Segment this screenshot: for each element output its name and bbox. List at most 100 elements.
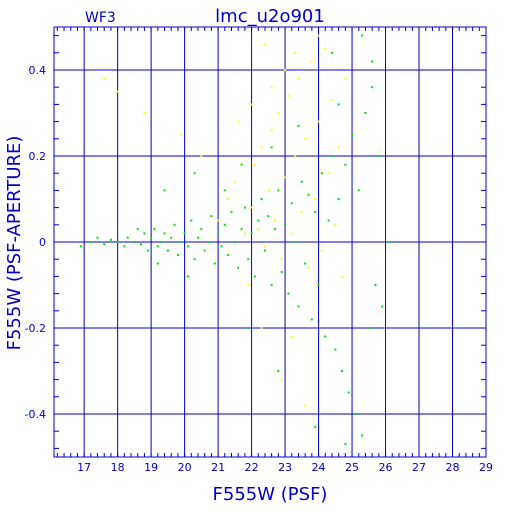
- scatter-point: [257, 228, 260, 231]
- x-tick-label: 25: [345, 461, 359, 474]
- scatter-point: [287, 292, 290, 295]
- scatter-point: [294, 51, 297, 54]
- scatter-point: [146, 249, 149, 252]
- scatter-point: [89, 241, 92, 243]
- scatter-point: [310, 318, 313, 321]
- scatter-point: [103, 243, 106, 246]
- scatter-point: [163, 189, 166, 192]
- scatter-point: [320, 249, 323, 252]
- scatter-point: [324, 335, 327, 338]
- scatter-point: [253, 163, 256, 166]
- scatter-point: [317, 120, 320, 123]
- scatter-point: [180, 133, 183, 136]
- scatter-point: [79, 245, 82, 248]
- scatter-point: [304, 137, 307, 140]
- scatter-point: [217, 219, 220, 222]
- scatter-point: [223, 189, 226, 192]
- scatter-point: [361, 434, 364, 437]
- scatter-point: [344, 163, 347, 166]
- x-tick-label: 29: [479, 461, 493, 474]
- scatter-point: [133, 241, 136, 243]
- scatter-point: [116, 90, 119, 93]
- scatter-point: [243, 206, 246, 209]
- y-tick-label: -0.2: [25, 322, 46, 335]
- scatter-point: [140, 243, 143, 246]
- x-tick-label: 23: [278, 461, 292, 474]
- x-tick-label: 26: [379, 461, 393, 474]
- scatter-point: [337, 146, 340, 149]
- scatter-point: [377, 155, 380, 157]
- scatter-point: [223, 223, 226, 226]
- scatter-point: [230, 210, 233, 213]
- x-tick-label: 24: [312, 461, 326, 474]
- x-tick-label: 21: [211, 461, 225, 474]
- scatter-point: [166, 249, 169, 252]
- scatter-point: [227, 253, 230, 256]
- scatter-point: [357, 189, 360, 192]
- scatter-point: [337, 198, 340, 200]
- scatter-point: [193, 258, 196, 261]
- scatter-point: [123, 245, 126, 248]
- scatter-point: [233, 241, 236, 243]
- scatter-point: [307, 266, 310, 269]
- scatter-point: [257, 219, 260, 222]
- scatter-point: [213, 262, 216, 265]
- scatter-point: [186, 245, 189, 248]
- scatter-point: [126, 236, 129, 239]
- scatter-point: [330, 51, 333, 54]
- scatter-point: [294, 155, 297, 157]
- scatter-point: [247, 284, 250, 286]
- scatter-point: [243, 232, 246, 235]
- scatter-point: [247, 258, 250, 261]
- scatter-point: [330, 155, 333, 157]
- scatter-point: [304, 262, 307, 265]
- scatter-point: [270, 284, 273, 286]
- scatter-point: [170, 236, 173, 239]
- scatter-point: [341, 370, 343, 372]
- scatter-point: [344, 77, 347, 80]
- scatter-point: [250, 232, 253, 235]
- scatter-point: [109, 238, 112, 241]
- scatter-point: [186, 275, 189, 278]
- scatter-point: [277, 370, 280, 372]
- scatter-point: [381, 305, 384, 308]
- scatter-point: [347, 391, 350, 394]
- scatter-point: [267, 215, 270, 218]
- scatter-point: [280, 271, 283, 274]
- scatter-point: [371, 86, 374, 89]
- scatter-point: [361, 34, 364, 37]
- scatter-point: [247, 327, 250, 329]
- scatter-point: [294, 241, 297, 243]
- y-tick-label: -0.4: [25, 408, 46, 421]
- x-axis-label: F555W (PSF): [213, 484, 328, 505]
- scatter-point: [250, 103, 253, 106]
- y-tick-label: 0.4: [29, 64, 47, 77]
- scatter-point: [344, 443, 347, 446]
- scatter-point: [367, 327, 370, 329]
- scatter-point: [250, 206, 253, 209]
- scatter-point: [253, 275, 256, 278]
- scatter-point: [237, 120, 240, 123]
- x-tick-label: 22: [245, 461, 259, 474]
- scatter-point: [334, 223, 337, 226]
- scatter-point: [270, 129, 273, 132]
- scatter-point: [351, 133, 354, 136]
- scatter-point: [274, 228, 277, 231]
- scatter-point: [160, 241, 163, 243]
- scatter-point: [307, 193, 310, 196]
- data-points: [79, 34, 390, 446]
- scatter-point: [183, 232, 186, 235]
- scatter-point: [280, 258, 283, 261]
- scatter-point: [263, 43, 266, 46]
- scatter-point: [314, 425, 317, 428]
- scatter-point: [337, 103, 340, 106]
- x-tick-label: 27: [412, 461, 426, 474]
- x-tick-label: 20: [178, 461, 192, 474]
- scatter-point: [317, 34, 320, 37]
- scatter-point: [220, 245, 223, 248]
- scatter-point: [197, 236, 199, 239]
- x-tick-label: 28: [446, 461, 460, 474]
- scatter-point: [116, 241, 119, 243]
- chart-title: lmc_u2o901: [215, 6, 325, 27]
